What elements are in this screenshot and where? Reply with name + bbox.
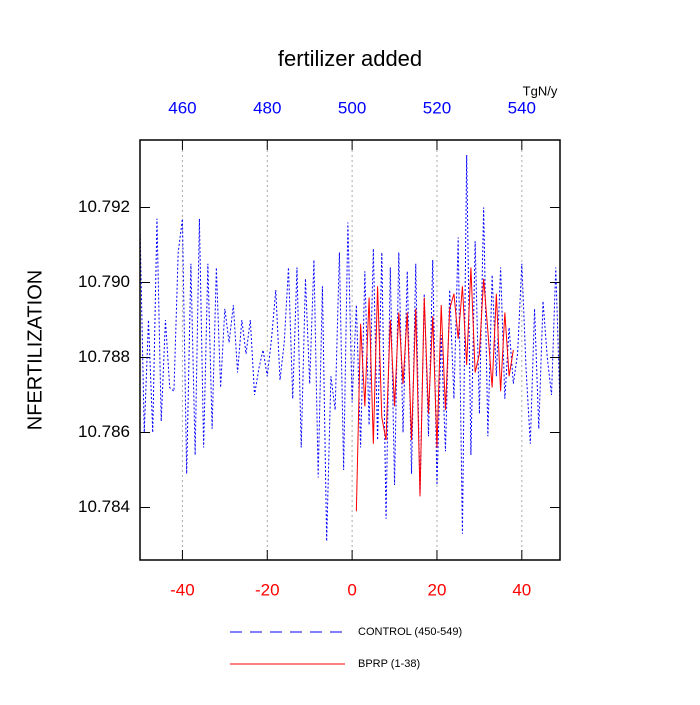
plot-frame xyxy=(139,139,561,561)
chart-title: fertilizer added xyxy=(278,46,422,71)
series-line xyxy=(139,154,561,542)
x2-axis-label: TgN/y xyxy=(523,83,558,98)
y-tick-label: 10.790 xyxy=(78,272,130,291)
legend-label: CONTROL (450-549) xyxy=(358,626,462,638)
x2-tick-label: 540 xyxy=(508,98,536,117)
x-tick-label: 40 xyxy=(512,580,531,599)
y-tick-label: 10.792 xyxy=(78,197,130,216)
x2-tick-label: 520 xyxy=(423,98,451,117)
x-tick-label: 20 xyxy=(428,580,447,599)
y-tick-label: 10.786 xyxy=(78,422,130,441)
y-axis-label: NFERTILIZATION xyxy=(24,270,46,430)
x-tick-label: 0 xyxy=(347,580,356,599)
y-tick-label: 10.784 xyxy=(78,497,130,516)
x2-tick-label: 480 xyxy=(253,98,281,117)
x-tick-label: -40 xyxy=(170,580,195,599)
x-tick-label: -20 xyxy=(255,580,280,599)
series-line xyxy=(355,267,514,512)
legend-label: BPRP (1-38) xyxy=(358,658,420,670)
x2-tick-label: 460 xyxy=(168,98,196,117)
x2-tick-label: 500 xyxy=(338,98,366,117)
y-tick-label: 10.788 xyxy=(78,347,130,366)
